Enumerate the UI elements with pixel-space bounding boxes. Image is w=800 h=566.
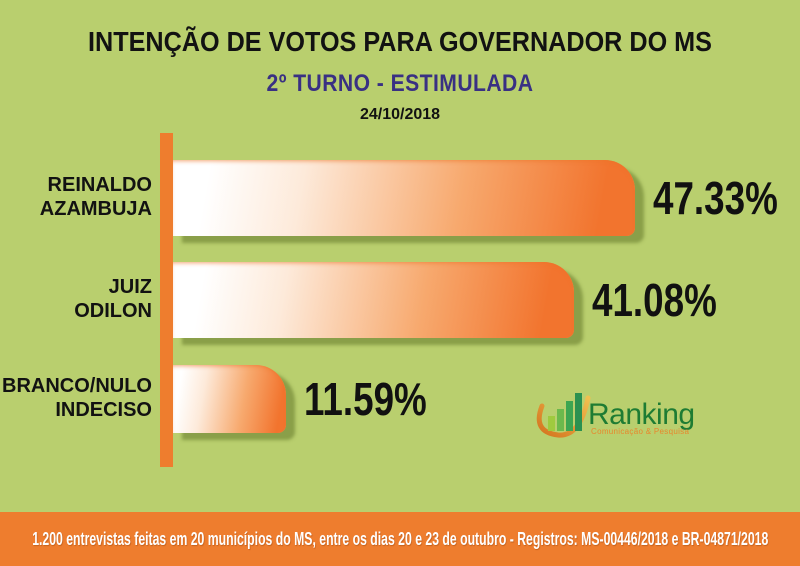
chart-subtitle: 2º TURNO - ESTIMULADA	[266, 70, 534, 97]
logo-tagline: Comunicação & Pesquisa	[591, 427, 689, 436]
category-label: REINALDO AZAMBUJA	[0, 174, 152, 221]
value-label: 47.33%	[653, 172, 778, 224]
category-label-line2: INDECISO	[55, 399, 152, 421]
value-label: 11.59%	[304, 373, 427, 425]
logo-swoosh-icon	[536, 395, 591, 438]
category-label-line2: AZAMBUJA	[39, 198, 152, 220]
ranking-logo-icon: Ranking Comunicação & Pesquisa	[536, 393, 695, 438]
bar-odilon	[173, 262, 574, 338]
category-label-line1: REINALDO	[47, 174, 152, 197]
ranking-logo: Ranking Comunicação & Pesquisa	[528, 380, 708, 446]
category-label-line1: BRANCO/NULO	[2, 375, 152, 398]
category-label: BRANCO/NULO INDECISO	[0, 375, 152, 422]
footer-text: 1.200 entrevistas feitas em 20 município…	[31, 528, 769, 549]
chart-row-reinaldo: REINALDO AZAMBUJA 47.33%	[0, 160, 800, 236]
chart-axis-bar	[160, 133, 173, 467]
bar-branco-nulo	[173, 365, 286, 433]
logo-barchart-icon	[548, 393, 582, 431]
category-label-line2: ODILON	[74, 300, 152, 322]
footer-bar: 1.200 entrevistas feitas em 20 município…	[0, 512, 800, 566]
chart-row-odilon: JUIZ ODILON 41.08%	[0, 262, 800, 338]
category-label-line1: JUIZ	[108, 276, 152, 299]
value-label: 41.08%	[592, 274, 717, 326]
category-label: JUIZ ODILON	[0, 276, 152, 323]
logo-name: Ranking	[588, 398, 695, 431]
chart-date: 24/10/2018	[359, 106, 441, 123]
bar-reinaldo	[173, 160, 635, 236]
page-title: INTENÇÃO DE VOTOS PARA GOVERNADOR DO MS	[87, 26, 712, 57]
chart-row-branco-nulo: BRANCO/NULO INDECISO 11.59%	[0, 365, 800, 433]
